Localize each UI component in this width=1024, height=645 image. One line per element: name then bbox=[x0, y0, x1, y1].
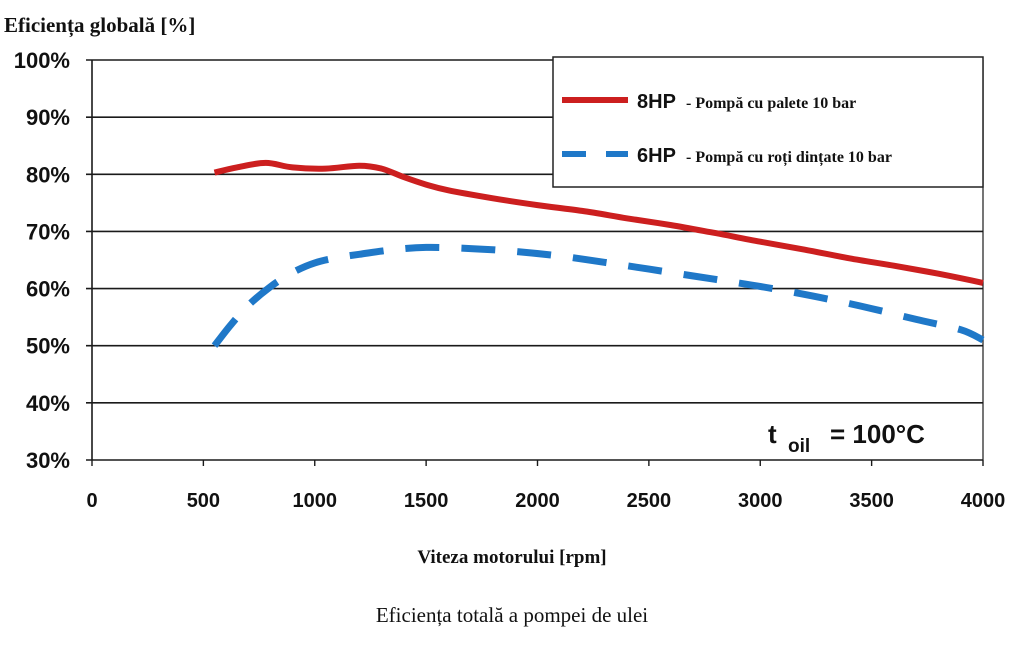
legend-label-6hp-desc: - Pompă cu roți dințate 10 bar bbox=[686, 149, 892, 167]
y-tick-label-50: 50% bbox=[26, 334, 70, 359]
annotation-main: t bbox=[768, 419, 777, 449]
x-tick-label-500: 500 bbox=[187, 490, 220, 512]
legend-label-8hp-desc: - Pompă cu palete 10 bar bbox=[686, 95, 856, 112]
y-tick-label-100: 100% bbox=[14, 48, 70, 73]
gridlines bbox=[86, 59, 983, 461]
x-axis-label: Viteza motorului [rpm] bbox=[417, 547, 606, 568]
y-tick-label-80: 80% bbox=[26, 162, 70, 187]
chart-title: Eficiența totală a pompei de ulei bbox=[376, 603, 648, 627]
legend-label-6hp-name: 6HP bbox=[637, 145, 676, 167]
series-line-8hp bbox=[213, 159, 984, 286]
legend-box bbox=[552, 56, 984, 188]
x-tick-label-3500: 3500 bbox=[849, 490, 894, 512]
x-tick-labels: 0 500 1000 1500 2000 2500 3000 3500 4000 bbox=[86, 490, 1005, 512]
y-axis-label: Eficiența globală [%] bbox=[4, 13, 195, 38]
y-tick-label-70: 70% bbox=[26, 219, 70, 244]
x-tick-label-4000: 4000 bbox=[961, 490, 1006, 512]
annotation-value: = 100°C bbox=[830, 419, 925, 449]
legend-label-8hp-name: 8HP bbox=[637, 91, 676, 113]
x-tick-label-2500: 2500 bbox=[627, 490, 672, 512]
temperature-annotation: t oil = 100°C bbox=[768, 419, 925, 457]
y-tick-labels: 30% 40% 50% 60% 70% 80% 90% 100% bbox=[14, 48, 70, 473]
x-tick-label-1500: 1500 bbox=[404, 490, 449, 512]
y-tick-label-90: 90% bbox=[26, 105, 70, 130]
legend: 8HP - Pompă cu palete 10 bar 6HP - Pompă… bbox=[552, 56, 984, 188]
x-tick-label-2000: 2000 bbox=[515, 490, 560, 512]
series-lines bbox=[211, 159, 985, 348]
annotation-subscript: oil bbox=[788, 436, 810, 457]
y-tick-label-40: 40% bbox=[26, 391, 70, 416]
x-tick-label-1000: 1000 bbox=[293, 490, 338, 512]
x-tick-label-3000: 3000 bbox=[738, 490, 783, 512]
x-tick-label-0: 0 bbox=[86, 490, 97, 512]
y-tick-label-30: 30% bbox=[26, 448, 70, 473]
y-tick-label-60: 60% bbox=[26, 277, 70, 302]
